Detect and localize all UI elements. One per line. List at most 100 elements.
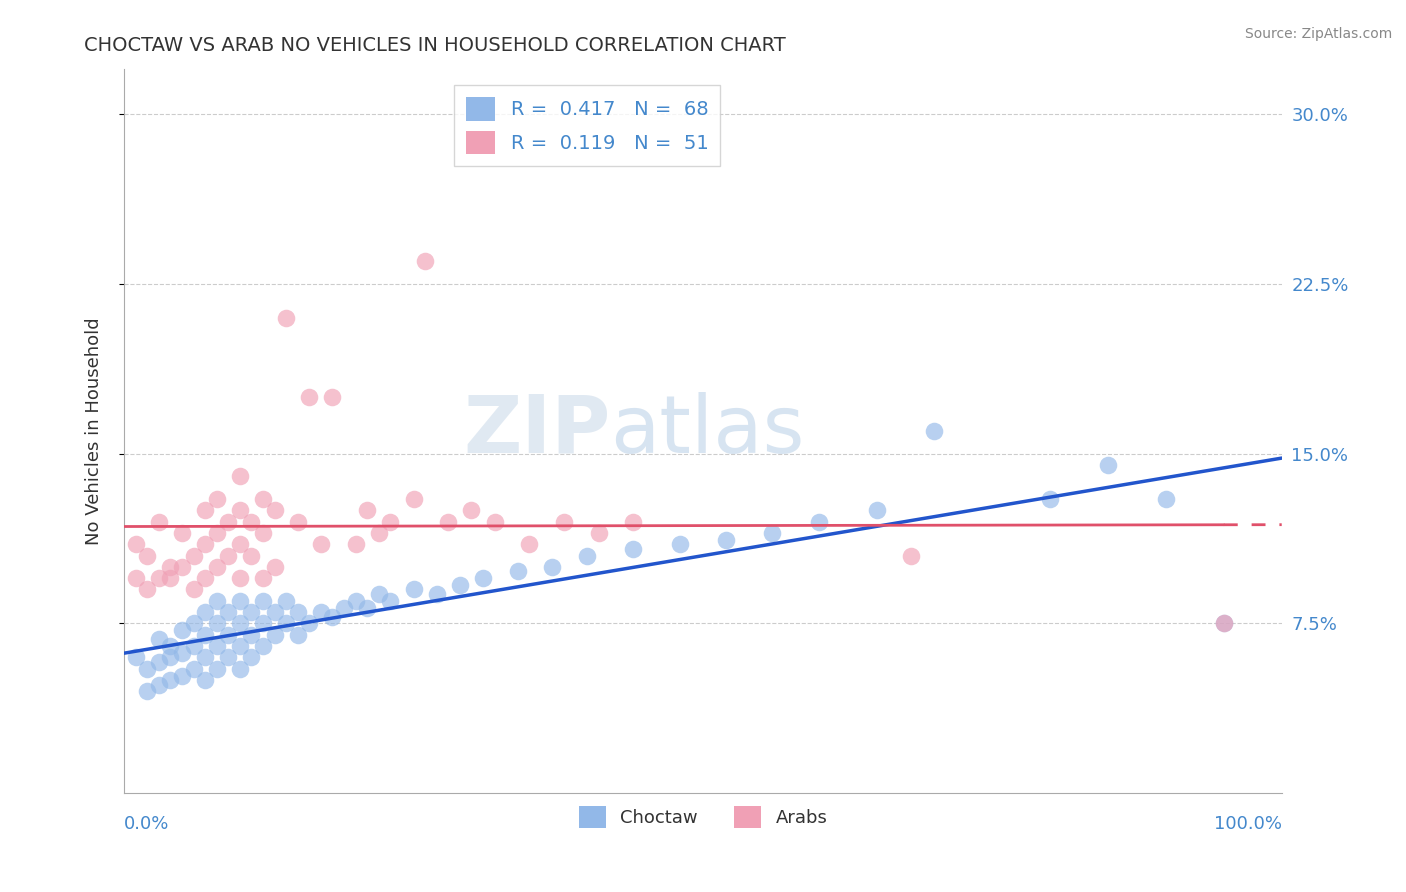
Point (287, 515, 309, 529)
Point (321, 609, 343, 624)
Point (170, 624, 193, 638)
Point (263, 559, 285, 574)
Point (553, 515, 575, 529)
Point (136, 582, 159, 597)
Point (205, 639, 228, 653)
Point (276, 616, 298, 631)
Text: CHOCTAW VS ARAB NO VEHICLES IN HOUSEHOLD CORRELATION CHART: CHOCTAW VS ARAB NO VEHICLES IN HOUSEHOLD… (84, 36, 786, 54)
Point (252, 639, 274, 653)
Point (205, 491, 228, 506)
Point (194, 650, 217, 665)
Point (240, 549, 263, 563)
Point (449, 578, 471, 592)
Point (367, 525, 389, 540)
Point (205, 525, 228, 540)
Point (240, 605, 263, 619)
Point (159, 559, 181, 574)
Point (576, 549, 599, 563)
Point (263, 503, 285, 517)
Point (344, 537, 367, 551)
Point (183, 582, 205, 597)
Point (159, 650, 181, 665)
Point (298, 616, 321, 631)
Point (344, 594, 367, 608)
Text: 100.0%: 100.0% (1213, 815, 1282, 833)
Point (588, 525, 610, 540)
Point (1097, 458, 1119, 472)
Point (159, 673, 181, 687)
Point (426, 587, 449, 601)
Point (148, 632, 170, 647)
Point (136, 549, 159, 563)
Point (252, 491, 274, 506)
Point (205, 594, 228, 608)
Point (229, 537, 252, 551)
Point (298, 390, 321, 404)
Point (183, 639, 205, 653)
Point (240, 628, 263, 642)
Point (194, 673, 217, 687)
Point (252, 616, 274, 631)
Point (125, 571, 148, 585)
Point (413, 254, 436, 268)
Point (136, 662, 159, 676)
Point (183, 616, 205, 631)
Point (170, 646, 193, 660)
Point (541, 559, 564, 574)
Point (356, 600, 378, 615)
Point (159, 639, 181, 653)
Point (506, 565, 529, 579)
Point (402, 491, 425, 506)
Point (148, 571, 170, 585)
Point (217, 605, 239, 619)
Point (865, 503, 887, 517)
Point (924, 424, 946, 438)
Point (287, 628, 309, 642)
Point (205, 559, 228, 574)
Point (229, 594, 252, 608)
Point (125, 650, 148, 665)
Point (229, 503, 252, 517)
Point (194, 628, 217, 642)
Point (205, 662, 228, 676)
Point (263, 628, 285, 642)
Point (125, 537, 148, 551)
Point (623, 541, 645, 556)
Point (194, 571, 217, 585)
Point (484, 515, 506, 529)
Point (263, 605, 285, 619)
Point (240, 515, 263, 529)
Text: ZIP: ZIP (463, 392, 610, 470)
Point (217, 549, 239, 563)
Point (1212, 616, 1234, 631)
Point (217, 650, 239, 665)
Point (170, 525, 193, 540)
Point (252, 594, 274, 608)
Point (276, 594, 298, 608)
Text: 0.0%: 0.0% (124, 815, 170, 833)
Point (170, 668, 193, 682)
Point (159, 571, 181, 585)
Point (668, 537, 690, 551)
Point (472, 571, 495, 585)
Point (807, 515, 830, 529)
Point (252, 525, 274, 540)
Y-axis label: No Vehicles in Household: No Vehicles in Household (86, 318, 103, 545)
Point (194, 537, 217, 551)
Point (194, 503, 217, 517)
Point (287, 605, 309, 619)
Point (136, 684, 159, 698)
Point (367, 587, 389, 601)
Text: atlas: atlas (610, 392, 804, 470)
Point (252, 571, 274, 585)
Point (148, 515, 170, 529)
Point (402, 582, 425, 597)
Point (517, 537, 540, 551)
Point (229, 571, 252, 585)
Point (148, 678, 170, 692)
Point (309, 537, 332, 551)
Point (217, 515, 239, 529)
Point (229, 639, 252, 653)
Point (380, 594, 402, 608)
Point (333, 600, 356, 615)
